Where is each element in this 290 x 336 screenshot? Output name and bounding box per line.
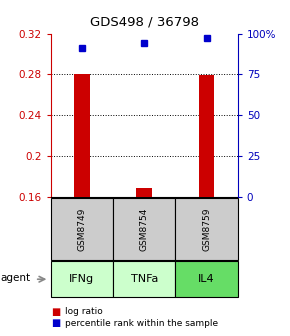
Text: log ratio: log ratio [65, 307, 103, 316]
Text: IFNg: IFNg [69, 274, 95, 284]
Text: percentile rank within the sample: percentile rank within the sample [65, 319, 218, 328]
Text: GSM8749: GSM8749 [77, 208, 86, 251]
Bar [137, 188, 152, 197]
Text: IL4: IL4 [198, 274, 215, 284]
Text: GSM8759: GSM8759 [202, 208, 211, 251]
Text: ■: ■ [51, 307, 60, 317]
Bar [199, 75, 214, 197]
Text: ■: ■ [51, 318, 60, 328]
Bar [74, 74, 90, 197]
Text: GSM8754: GSM8754 [140, 208, 149, 251]
Text: GDS498 / 36798: GDS498 / 36798 [90, 15, 200, 28]
Text: TNFa: TNFa [130, 274, 158, 284]
Text: agent: agent [1, 272, 31, 283]
